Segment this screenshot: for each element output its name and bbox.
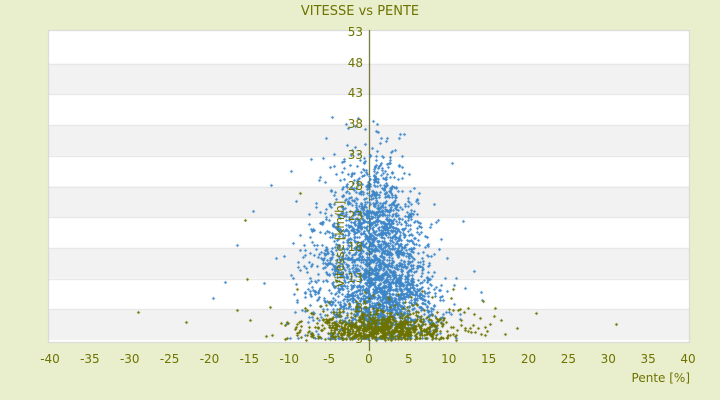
x-tick-label: 20 [520,352,537,366]
x-tick-label: -35 [80,352,100,366]
x-tick-label: 5 [405,352,413,366]
x-tick-label: 30 [600,352,616,366]
y-tick-label: 8 [355,301,363,316]
x-tick-label: 35 [640,352,656,366]
y-tick-label: 23 [347,209,363,224]
y-tick-label: 43 [347,86,363,101]
x-tick-label: 15 [480,352,497,366]
x-tick-label: 25 [560,352,577,366]
x-tick-label: -10 [279,352,300,366]
x-tick-label: -30 [119,352,140,366]
y-tick-label: 38 [347,117,363,132]
x-tick-label: -15 [239,352,260,366]
y-tick-label: 13 [347,270,363,285]
y-tick-label: 33 [347,147,363,162]
x-tick-label: -25 [159,352,180,366]
y-tick-label: 48 [347,55,363,70]
x-tick-label: -20 [199,352,220,366]
y-tick-label: 28 [347,178,363,193]
x-tick-label: 10 [441,352,457,366]
y-tick-label: 18 [347,239,363,254]
y-tick-label: 53 [347,25,363,39]
y-tick-label: 3 [355,332,363,346]
x-tick-label: 40 [680,352,696,366]
chart-title: VITESSE vs PENTE [300,4,420,19]
x-tick-label: -5 [323,352,336,366]
x-axis-title: Pente [%] [631,371,690,385]
x-tick-label: -40 [40,352,60,366]
x-tick-label: 0 [365,352,373,366]
